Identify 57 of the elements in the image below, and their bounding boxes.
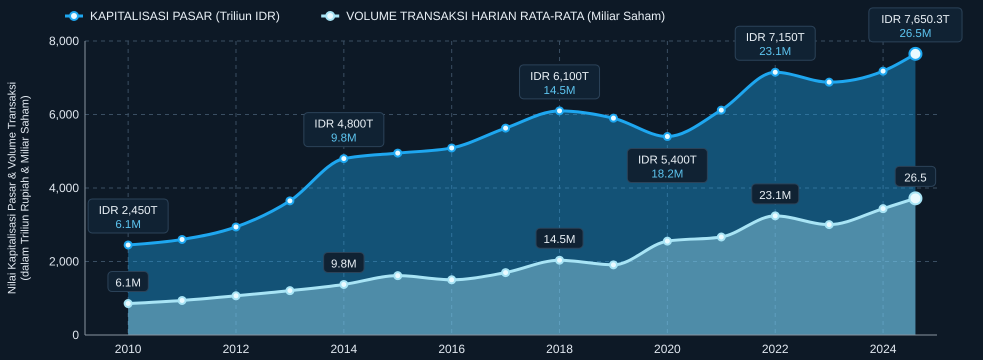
point xyxy=(231,291,240,300)
x-tick-label: 2014 xyxy=(330,342,358,356)
point xyxy=(716,106,726,115)
point xyxy=(339,154,348,164)
y-tick-label: 0 xyxy=(72,328,80,342)
point xyxy=(824,78,834,87)
data-label: IDR 7,150T 23.1M xyxy=(746,32,805,58)
point xyxy=(393,148,402,158)
point xyxy=(124,299,133,308)
data-label: 9.8M xyxy=(331,258,357,270)
point xyxy=(878,204,888,214)
x-tick-label: 2012 xyxy=(222,342,250,356)
x-tick-label: 2022 xyxy=(762,342,789,356)
data-label: 23.1M xyxy=(759,190,792,202)
point xyxy=(662,132,672,142)
legend-label: KAPITALISASI PASAR (Triliun IDR) xyxy=(90,9,280,24)
data-label: IDR 7,650.3T 26.5M xyxy=(881,14,950,40)
x-tick-label: 2020 xyxy=(654,342,682,356)
legend-label: VOLUME TRANSAKSI HARIAN RATA-RATA (Miliar Saham) xyxy=(346,9,666,24)
data-label: 14.5M xyxy=(544,234,576,246)
y-tick-label: 4,000 xyxy=(48,181,80,196)
point xyxy=(608,114,618,123)
y-tick-label: 6,000 xyxy=(48,108,80,122)
x-tick-label: 2016 xyxy=(438,342,466,356)
point xyxy=(716,232,726,242)
point xyxy=(501,124,510,133)
point xyxy=(285,196,294,206)
data-label: IDR 2,450T 6.1M xyxy=(98,204,158,231)
point xyxy=(178,234,187,244)
point xyxy=(447,143,456,152)
y-tick-label: 2,000 xyxy=(48,254,80,269)
point xyxy=(555,106,564,116)
data-label: 6.1M xyxy=(115,278,141,290)
point xyxy=(824,220,834,230)
point xyxy=(393,271,402,280)
x-tick-label: 2010 xyxy=(114,342,142,356)
point xyxy=(770,211,780,220)
data-label: IDR 6,100T 14.5M xyxy=(530,70,589,97)
point xyxy=(878,66,888,76)
data-label: 26.5 xyxy=(904,172,927,184)
point xyxy=(285,286,294,296)
point xyxy=(339,280,348,289)
x-tick-label: 2024 xyxy=(870,342,897,356)
point xyxy=(662,236,672,246)
point xyxy=(231,222,240,232)
point xyxy=(124,240,133,250)
point xyxy=(447,275,456,284)
point xyxy=(178,296,187,305)
data-label: IDR 5,400T 18.2M xyxy=(638,154,697,181)
point xyxy=(608,260,618,270)
point xyxy=(770,68,780,77)
x-tick-label: 2018 xyxy=(546,342,574,356)
data-label: IDR 4,800T 9.8M xyxy=(314,118,374,145)
y-axis-title: Nilai Kapitalisasi Pasar & Volume Transaksi (dalam Triliun Rupiah & Miliar Saham) xyxy=(6,82,32,294)
point xyxy=(501,268,510,278)
y-tick-label: 8,000 xyxy=(48,34,80,48)
point xyxy=(555,256,564,265)
